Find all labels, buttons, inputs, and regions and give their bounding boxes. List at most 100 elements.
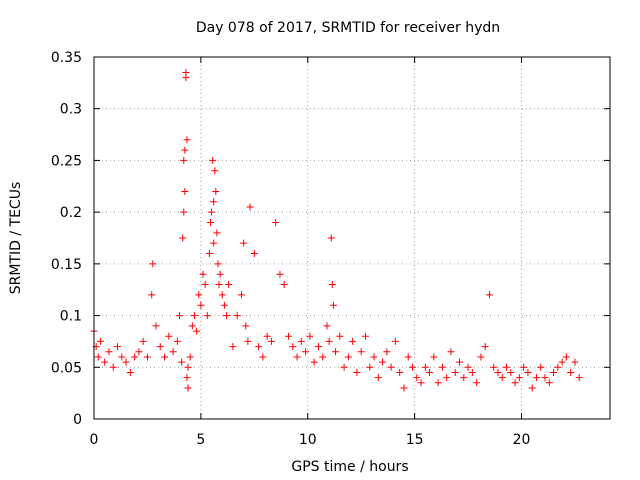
data-point — [417, 379, 425, 387]
data-point — [408, 363, 416, 371]
data-point — [179, 234, 187, 242]
data-point — [169, 348, 177, 356]
data-point — [490, 363, 498, 371]
y-axis-label: SRMTID / TECUs — [8, 182, 24, 295]
x-axis-ticks: 0 5 10 15 20 — [90, 57, 531, 448]
data-point — [498, 374, 506, 382]
data-point — [188, 322, 196, 330]
y-tick-label: 0.25 — [51, 153, 82, 169]
data-point — [209, 156, 217, 164]
data-point — [263, 332, 271, 340]
data-point — [183, 374, 191, 382]
x-tick-label: 20 — [513, 432, 531, 448]
data-point — [152, 322, 160, 330]
data-point — [173, 337, 181, 345]
grid-lines — [94, 57, 610, 419]
data-point — [344, 353, 352, 361]
data-point — [149, 260, 157, 268]
data-point — [353, 368, 361, 376]
data-point — [197, 301, 205, 309]
data-point — [537, 363, 545, 371]
data-point — [473, 379, 481, 387]
data-point — [105, 348, 113, 356]
data-point — [276, 270, 284, 278]
data-point — [481, 343, 489, 351]
data-point — [181, 146, 189, 154]
data-point — [447, 348, 455, 356]
data-point — [545, 379, 553, 387]
data-point — [285, 332, 293, 340]
data-point — [223, 312, 231, 320]
data-point — [421, 363, 429, 371]
data-point — [101, 358, 109, 366]
data-point — [361, 332, 369, 340]
data-point — [186, 353, 194, 361]
data-point — [267, 337, 275, 345]
data-point — [118, 353, 126, 361]
data-point — [135, 348, 143, 356]
data-point — [246, 203, 254, 211]
data-point — [183, 136, 191, 144]
data-point — [180, 156, 188, 164]
data-points — [90, 69, 583, 392]
plot-frame — [93, 56, 611, 420]
data-point — [314, 343, 322, 351]
data-point — [297, 337, 305, 345]
data-point — [203, 312, 211, 320]
data-point — [379, 358, 387, 366]
data-point — [206, 218, 214, 226]
data-point — [94, 353, 102, 361]
data-point — [193, 327, 201, 335]
x-tick-label: 10 — [299, 432, 317, 448]
data-point — [468, 368, 476, 376]
y-tick-label: 0.05 — [51, 360, 82, 376]
y-tick-label: 0 — [73, 412, 82, 428]
data-point — [567, 368, 575, 376]
data-point — [216, 270, 224, 278]
data-point — [451, 368, 459, 376]
data-point — [550, 368, 558, 376]
data-point — [139, 337, 147, 345]
data-point — [366, 363, 374, 371]
data-point — [122, 358, 130, 366]
data-point — [205, 250, 213, 258]
data-point — [571, 358, 579, 366]
data-point — [240, 239, 248, 247]
data-point — [184, 384, 192, 392]
data-point — [213, 229, 221, 237]
data-point — [212, 187, 220, 195]
data-point — [201, 281, 209, 289]
data-point — [430, 353, 438, 361]
x-tick-label: 5 — [196, 432, 205, 448]
data-point — [528, 384, 536, 392]
data-point — [532, 374, 540, 382]
data-point — [575, 374, 583, 382]
data-point — [199, 270, 207, 278]
data-point — [233, 312, 241, 320]
data-point — [434, 379, 442, 387]
data-point — [208, 208, 216, 216]
data-point — [242, 322, 250, 330]
data-point — [456, 358, 464, 366]
data-point — [161, 353, 169, 361]
data-point — [357, 348, 365, 356]
data-point — [214, 260, 222, 268]
data-point — [165, 332, 173, 340]
data-point — [520, 363, 528, 371]
data-point — [438, 363, 446, 371]
data-point — [443, 374, 451, 382]
data-point — [511, 379, 519, 387]
data-point — [336, 332, 344, 340]
data-point — [562, 353, 570, 361]
data-point — [250, 250, 258, 258]
data-point — [184, 363, 192, 371]
data-point — [195, 291, 203, 299]
data-point — [229, 343, 237, 351]
data-point — [554, 363, 562, 371]
data-point — [210, 198, 218, 206]
data-point — [176, 312, 184, 320]
data-point — [515, 374, 523, 382]
data-point — [404, 353, 412, 361]
data-point — [374, 374, 382, 382]
